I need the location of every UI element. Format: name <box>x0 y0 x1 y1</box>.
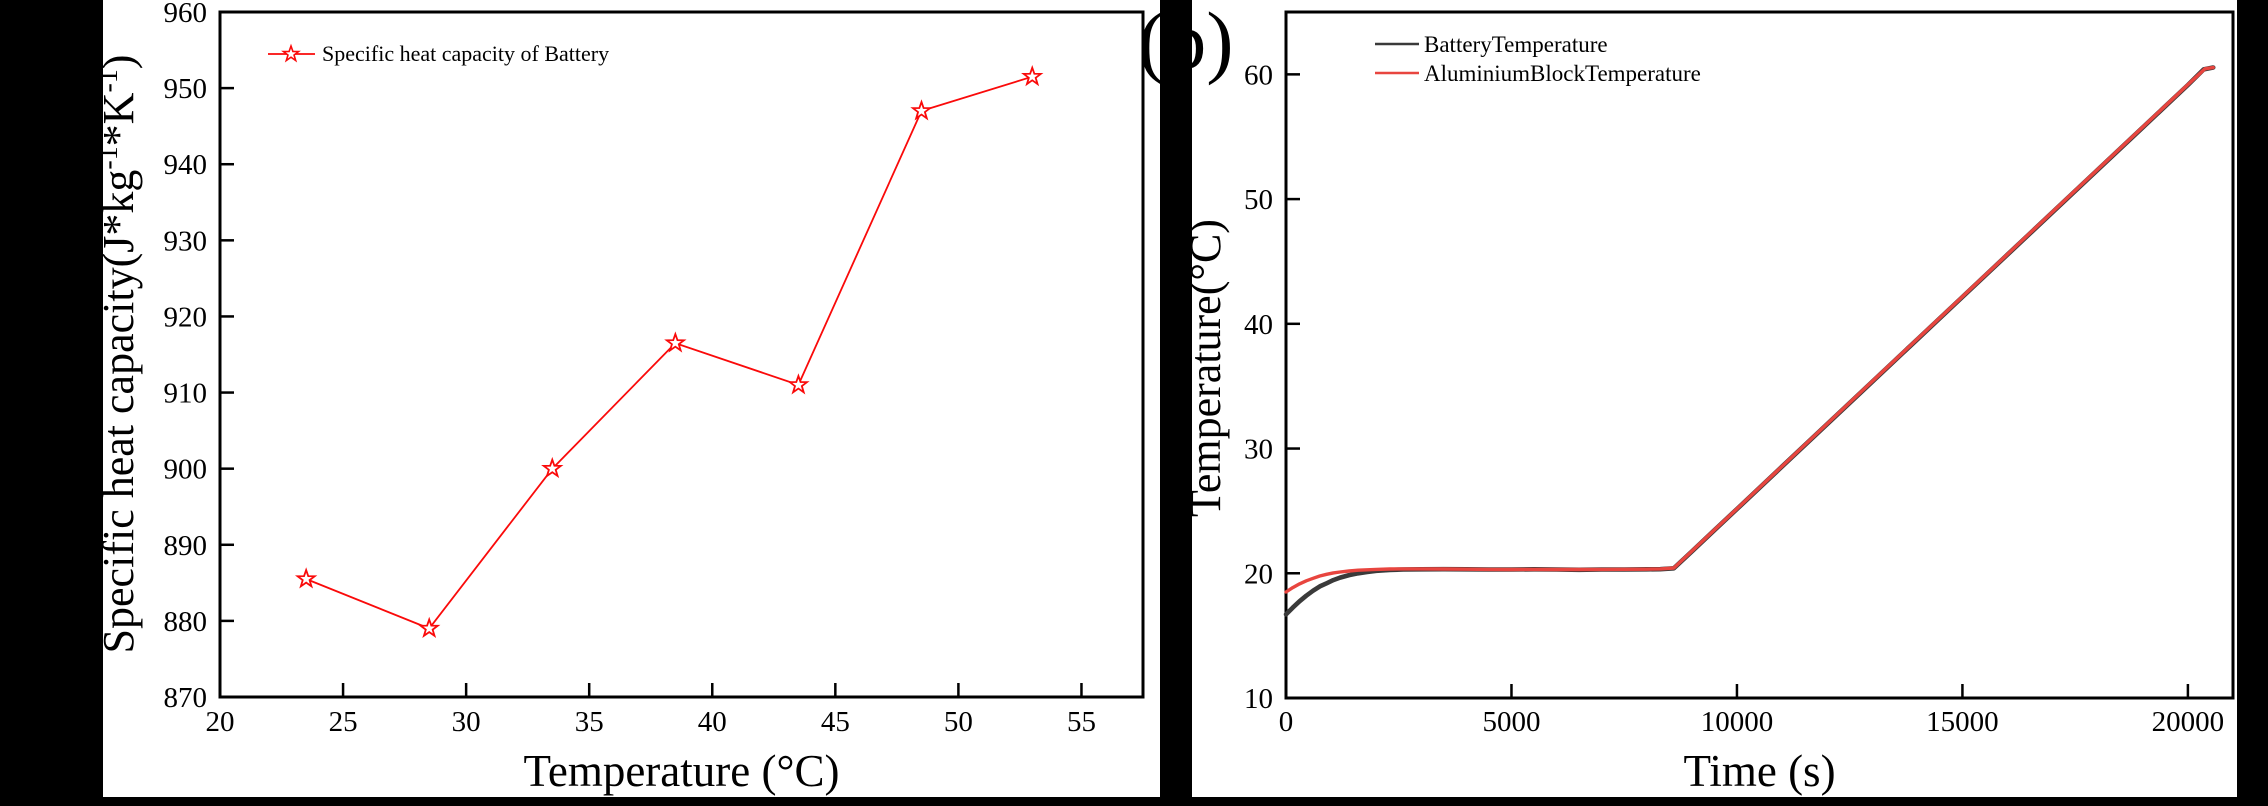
y-tick-label: 20 <box>1244 558 1273 590</box>
temperature-time-chart: 0 5000 10000 15000 20000 10 20 30 40 50 60 Time (s)… <box>1192 10 2235 796</box>
legend-label: Specific heat capacity of Battery <box>322 41 609 66</box>
right-black-border <box>2237 0 2268 806</box>
x-tick-label: 20000 <box>2152 706 2225 738</box>
specific-heat-chart: 20 25 30 35 40 45 50 55 870 880 890 900 910 920 930 940… <box>103 0 1145 796</box>
y-tick-label: 930 <box>164 225 208 257</box>
data-point-marker <box>664 331 687 353</box>
plot-frame <box>218 10 1145 699</box>
x-axis-title: Time (s) <box>1683 746 1835 796</box>
y-tick-label: 870 <box>164 682 208 714</box>
x-tick-label: 10000 <box>1701 706 1774 738</box>
y-tick-label: 910 <box>164 378 208 410</box>
data-line <box>305 75 1033 630</box>
data-series-AluminiumBlockTemperature <box>1284 65 2215 594</box>
x-tick-label: 55 <box>1067 706 1096 738</box>
x-tick-label: 25 <box>329 706 358 738</box>
y-tick-label: 960 <box>164 0 208 29</box>
left-black-border <box>0 0 103 806</box>
legend: BatteryTemperature AluminiumBlockTemperat… <box>1375 32 1701 86</box>
y-tick-label: 920 <box>164 301 208 333</box>
x-tick-label: 40 <box>698 706 727 738</box>
data-series-BatteryTemperature <box>1283 65 2216 617</box>
legend-label: BatteryTemperature <box>1424 32 1608 57</box>
y-tick-label: 900 <box>164 454 208 486</box>
y-tick-label: 30 <box>1244 434 1273 466</box>
x-axis-title: Temperature (°C) <box>524 746 840 796</box>
x-tick-label: 45 <box>821 706 850 738</box>
y-tick-label: 940 <box>164 149 208 181</box>
y-tick-label: 10 <box>1244 683 1273 715</box>
y-tick-label: 880 <box>164 606 208 638</box>
bottom-black-border <box>0 797 2268 806</box>
data-point-marker <box>910 99 933 121</box>
x-tick-label: 5000 <box>1482 706 1540 738</box>
plot-frame <box>1284 10 2235 700</box>
y-tick-label: 950 <box>164 73 208 105</box>
legend-star-icon <box>281 43 301 63</box>
data-point-marker <box>787 373 810 395</box>
x-tick-label: 30 <box>452 706 481 738</box>
data-point-marker <box>1021 64 1044 87</box>
panel-divider-bar <box>1160 0 1192 806</box>
legend: Specific heat capacity of Battery <box>268 41 609 66</box>
data-point-marker <box>294 567 318 589</box>
legend-label: AluminiumBlockTemperature <box>1424 61 1701 86</box>
x-tick-label: 35 <box>575 706 604 738</box>
x-tick-label: 15000 <box>1926 706 1999 738</box>
y-tick-label: 60 <box>1244 59 1273 91</box>
y-tick-label: 890 <box>164 530 208 562</box>
x-tick-label: 50 <box>944 706 973 738</box>
y-tick-label: 50 <box>1244 184 1273 216</box>
x-tick-label: 0 <box>1279 706 1294 738</box>
y-axis-title: Specific heat capacity(J*kg-1​*K-1​) <box>103 55 143 654</box>
data-point-marker <box>541 456 564 479</box>
x-tick-label: 20 <box>206 706 235 738</box>
y-tick-label: 40 <box>1244 309 1273 341</box>
data-point-marker <box>418 616 441 638</box>
y-axis-title: Temperature(°C) <box>1192 219 1230 517</box>
